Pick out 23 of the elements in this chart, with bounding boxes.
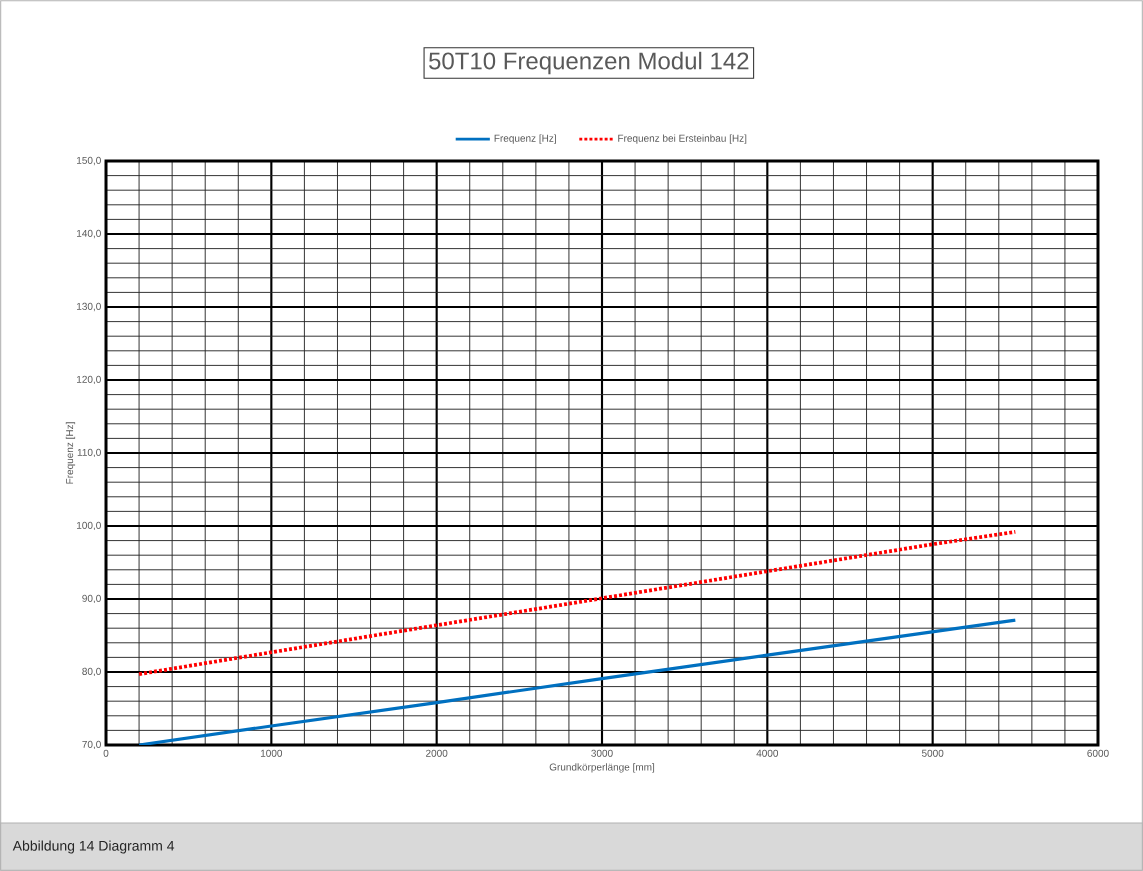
text: Abbildung 14 Diagramm 4	[12, 840, 175, 854]
legend-label: Frequenz [Hz]	[494, 134, 556, 144]
x-tick-label: 4000	[756, 749, 779, 757]
x-tick-label: 3000	[591, 749, 613, 757]
y-tick-label: 140,0	[77, 229, 101, 239]
y-tick-label: 110,0	[77, 448, 101, 458]
x-tick-label: 0	[103, 749, 109, 757]
y-axis-title: Frequenz [Hz]	[65, 422, 76, 484]
x-axis-title: Grundkörperlänge [mm]	[549, 763, 655, 773]
y-tick-label: 120,0	[77, 375, 101, 385]
y-tick-label: 90,0	[82, 594, 101, 604]
line-series	[137, 529, 1018, 677]
x-tick-label: 6000	[1087, 749, 1109, 757]
y-tick-label: 100,0	[77, 521, 101, 531]
x-tick-label: 2000	[426, 749, 448, 757]
x-tick-label: 5000	[921, 749, 944, 757]
x-tick-label: 1000	[260, 749, 283, 757]
y-tick-label: 130,0	[77, 302, 101, 312]
y-tick-label: 80,0	[82, 667, 101, 677]
chart-title: 50T10 Frequenzen Modul 142	[429, 51, 749, 75]
legend-label: Frequenz bei Ersteinbau [Hz]	[618, 134, 747, 144]
y-tick-label: 150,0	[77, 156, 101, 166]
y-tick-label: 70,0	[82, 740, 101, 750]
